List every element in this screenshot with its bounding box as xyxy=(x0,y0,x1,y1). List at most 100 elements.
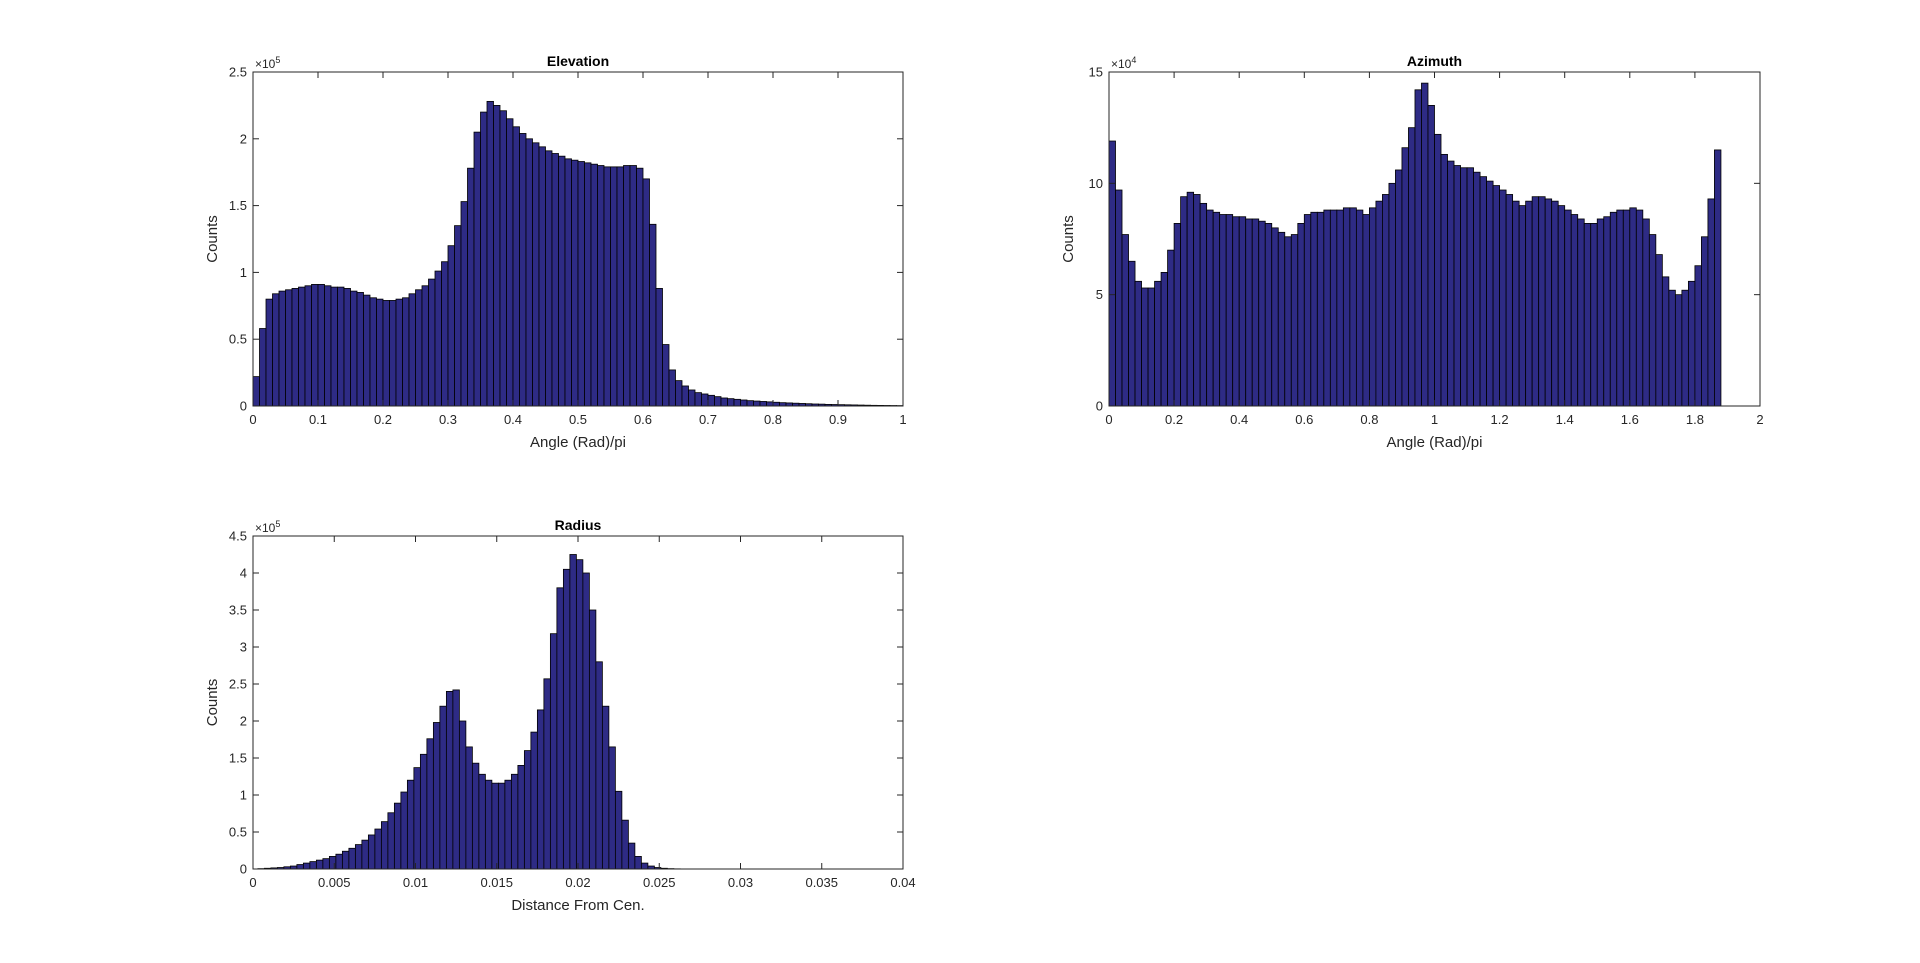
y-exponent-label: ×104 xyxy=(1111,55,1136,71)
histogram-bar xyxy=(491,782,499,870)
histogram-bar xyxy=(1648,234,1657,407)
histogram-bar xyxy=(543,678,551,870)
histogram-bar xyxy=(714,396,722,407)
histogram-bar xyxy=(330,286,338,407)
histogram-bar xyxy=(1714,149,1722,407)
histogram-bar xyxy=(285,289,293,407)
histogram-bar xyxy=(551,153,559,407)
histogram-bar xyxy=(304,285,312,407)
y-tick-label: 0.5 xyxy=(229,825,247,840)
histogram-bar xyxy=(350,290,358,407)
histogram-bar xyxy=(1251,218,1260,407)
x-tick-label: 0.6 xyxy=(634,412,652,427)
histogram-bar xyxy=(616,166,624,407)
histogram-bar xyxy=(517,765,525,870)
histogram-bar xyxy=(545,150,553,407)
histogram-bar xyxy=(1238,216,1247,407)
histogram-bar xyxy=(278,290,286,407)
bars xyxy=(257,554,694,870)
histogram-bar xyxy=(1531,196,1540,407)
histogram-bar xyxy=(1421,82,1429,407)
histogram-bar xyxy=(1401,147,1409,407)
histogram-bar xyxy=(1544,198,1553,407)
bars xyxy=(1108,82,1722,407)
histogram-bar xyxy=(655,288,663,407)
histogram-bar xyxy=(1264,223,1273,407)
histogram-bar xyxy=(1212,211,1221,407)
histogram-bar xyxy=(291,288,299,407)
y-tick-label: 15 xyxy=(1089,65,1103,80)
histogram-bar xyxy=(1557,205,1566,407)
y-tick-label: 0 xyxy=(1096,399,1103,414)
histogram-bar xyxy=(1635,209,1644,407)
histogram-bar xyxy=(252,376,260,407)
x-tick-label: 0.025 xyxy=(643,875,676,890)
y-tick-label: 4 xyxy=(240,566,247,581)
histogram-bar xyxy=(408,293,416,407)
histogram-bar xyxy=(1225,214,1234,407)
histogram-bar xyxy=(1284,236,1292,407)
histogram-bar xyxy=(445,691,454,870)
histogram-bar xyxy=(1258,220,1266,407)
y-tick-label: 2 xyxy=(240,131,247,146)
histogram-bar xyxy=(1388,182,1396,407)
histogram-bar xyxy=(1616,209,1624,407)
histogram-bar xyxy=(1303,214,1312,407)
histogram-bar xyxy=(772,401,780,407)
x-tick-label: 0.005 xyxy=(318,875,351,890)
histogram-bar xyxy=(1661,276,1670,407)
histogram-bar xyxy=(447,245,455,407)
histogram-bar xyxy=(536,709,545,870)
histogram-bar xyxy=(1434,133,1442,407)
histogram-bar xyxy=(1551,200,1559,407)
histogram-bar xyxy=(1121,234,1129,407)
y-axis-label: Counts xyxy=(204,679,221,727)
x-tick-label: 0.02 xyxy=(565,875,590,890)
y-tick-label: 1 xyxy=(240,788,247,803)
histogram-bar xyxy=(1486,180,1494,407)
histogram-bar xyxy=(588,609,597,870)
x-tick-label: 1 xyxy=(899,412,906,427)
azimuth-histogram: 0 0.2 0.4 0.6 0.8 1 1.2 1.4 1.6 1.8 2 0 5 10 15 ×104 Azi… xyxy=(1060,53,1764,451)
histogram-bar xyxy=(486,100,494,407)
histogram-bar xyxy=(478,773,486,870)
histogram-bar xyxy=(681,385,689,407)
histogram-bar xyxy=(720,397,728,407)
histogram-bar xyxy=(341,850,350,870)
histogram-bar xyxy=(510,773,519,870)
x-tick-label: 0.03 xyxy=(728,875,753,890)
histogram-bar xyxy=(452,689,460,870)
histogram-bar xyxy=(1180,196,1188,407)
histogram-bar xyxy=(356,292,364,407)
histogram-bar xyxy=(1369,207,1377,407)
histogram-bar xyxy=(1193,194,1201,407)
y-tick-label: 4.5 xyxy=(229,529,247,544)
histogram-bar xyxy=(1232,216,1240,407)
x-tick-label: 0.2 xyxy=(374,412,392,427)
histogram-bar xyxy=(621,819,629,870)
histogram-bar xyxy=(1342,207,1351,407)
histogram-bar xyxy=(1277,231,1286,407)
histogram-bar xyxy=(460,201,468,407)
histogram-bar xyxy=(1590,223,1598,407)
histogram-bar xyxy=(1701,236,1709,407)
histogram-bar xyxy=(610,166,618,407)
histogram-bar xyxy=(363,294,371,407)
histogram-bar xyxy=(779,402,787,407)
histogram-bar xyxy=(512,126,520,407)
x-tick-label: 1.4 xyxy=(1556,412,1574,427)
histogram-bar xyxy=(1609,211,1618,407)
histogram-bar xyxy=(1518,205,1527,407)
histogram-bar xyxy=(439,705,447,870)
histogram-bar xyxy=(597,165,605,407)
y-tick-label: 10 xyxy=(1089,176,1103,191)
histogram-bar xyxy=(302,862,311,870)
histogram-bar xyxy=(1570,214,1579,407)
y-tick-label: 1.5 xyxy=(229,198,247,213)
histogram-bar xyxy=(361,839,369,870)
histogram-bar xyxy=(675,380,683,407)
x-tick-label: 1.2 xyxy=(1491,412,1509,427)
histogram-bar xyxy=(400,791,408,870)
histogram-bar xyxy=(688,389,696,407)
